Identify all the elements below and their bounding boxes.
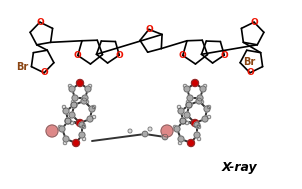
Circle shape — [71, 102, 77, 108]
Text: Br: Br — [243, 57, 255, 67]
Circle shape — [178, 108, 184, 114]
Circle shape — [62, 105, 66, 109]
Circle shape — [197, 125, 201, 129]
Circle shape — [85, 86, 91, 92]
Text: O: O — [74, 51, 82, 60]
Circle shape — [173, 125, 177, 129]
Circle shape — [180, 118, 186, 124]
Text: O: O — [179, 51, 187, 60]
Circle shape — [187, 95, 193, 101]
Circle shape — [69, 86, 75, 92]
Text: O: O — [145, 25, 153, 34]
Text: O: O — [40, 68, 48, 77]
Circle shape — [58, 125, 62, 129]
Circle shape — [79, 132, 85, 138]
Circle shape — [194, 122, 200, 128]
Circle shape — [81, 98, 87, 104]
Circle shape — [204, 106, 210, 112]
Circle shape — [196, 98, 202, 104]
Circle shape — [180, 118, 186, 124]
Circle shape — [188, 139, 194, 146]
Circle shape — [142, 131, 148, 137]
Circle shape — [162, 134, 168, 140]
Circle shape — [72, 95, 78, 101]
Circle shape — [82, 95, 88, 101]
Circle shape — [87, 116, 93, 122]
Circle shape — [183, 84, 187, 88]
Text: O: O — [115, 51, 123, 60]
Circle shape — [178, 136, 184, 142]
Circle shape — [59, 126, 65, 132]
Circle shape — [88, 84, 92, 88]
Circle shape — [197, 95, 203, 101]
Circle shape — [184, 112, 190, 118]
Circle shape — [202, 116, 208, 122]
Text: X-ray: X-ray — [222, 161, 258, 174]
Circle shape — [161, 125, 173, 137]
Circle shape — [71, 102, 77, 108]
Text: O: O — [36, 18, 44, 27]
Circle shape — [71, 100, 75, 104]
Circle shape — [128, 129, 132, 133]
Circle shape — [63, 141, 67, 145]
Circle shape — [177, 105, 181, 109]
Circle shape — [207, 115, 211, 119]
Circle shape — [92, 115, 96, 119]
Circle shape — [186, 100, 190, 104]
Circle shape — [200, 100, 204, 104]
Circle shape — [79, 122, 85, 128]
Text: O: O — [250, 18, 258, 27]
Circle shape — [178, 141, 182, 145]
Circle shape — [186, 102, 192, 108]
Circle shape — [46, 125, 58, 137]
Circle shape — [191, 119, 198, 126]
Circle shape — [65, 118, 71, 124]
Circle shape — [148, 127, 152, 131]
Circle shape — [63, 108, 69, 114]
Circle shape — [200, 86, 206, 92]
Circle shape — [82, 125, 86, 129]
Text: O: O — [220, 51, 228, 60]
Circle shape — [70, 121, 74, 125]
Circle shape — [186, 102, 192, 108]
Circle shape — [65, 118, 71, 124]
Circle shape — [207, 105, 211, 109]
Circle shape — [82, 137, 86, 141]
Text: O: O — [246, 68, 254, 77]
Circle shape — [203, 84, 207, 88]
Circle shape — [194, 132, 200, 138]
Circle shape — [191, 80, 198, 87]
Circle shape — [185, 121, 189, 125]
Circle shape — [63, 136, 69, 142]
Circle shape — [168, 131, 172, 135]
Circle shape — [68, 84, 72, 88]
Circle shape — [76, 80, 83, 87]
Circle shape — [89, 106, 95, 112]
Circle shape — [72, 139, 79, 146]
Circle shape — [197, 137, 201, 141]
Circle shape — [85, 100, 89, 104]
Circle shape — [76, 119, 83, 126]
Circle shape — [92, 105, 96, 109]
Circle shape — [184, 86, 190, 92]
Circle shape — [174, 126, 180, 132]
Circle shape — [69, 112, 75, 118]
Text: Br: Br — [16, 62, 28, 72]
